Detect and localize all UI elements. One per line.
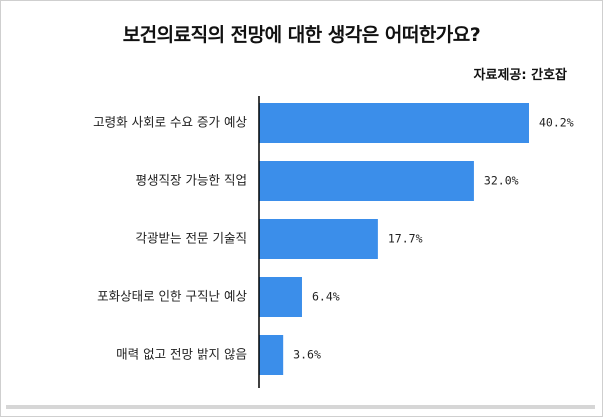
bar-4: [259, 335, 284, 375]
chart-title: 보건의료직의 전망에 대한 생각은 어떠한가요?: [122, 24, 481, 46]
value-label-3: 6.4%: [312, 290, 340, 304]
bar-1: [259, 161, 474, 201]
source-credit: 자료제공: 간호잡: [473, 68, 567, 83]
category-label-2: 각광받는 전문 기술직: [136, 231, 247, 246]
bars-group: 고령화 사회로 수요 증가 예상 40.2% 평생직장 가능한 직업 32.0% 각광받…: [93, 103, 574, 375]
value-label-4: 3.6%: [293, 348, 321, 362]
bar-3: [259, 277, 302, 317]
value-label-0: 40.2%: [539, 116, 574, 130]
bottom-rule: [6, 405, 595, 409]
category-label-4: 매력 없고 전망 밝지 않음: [116, 347, 247, 362]
value-label-1: 32.0%: [484, 174, 519, 188]
category-label-0: 고령화 사회로 수요 증가 예상: [93, 115, 247, 130]
category-label-1: 평생직장 가능한 직업: [136, 173, 247, 188]
category-label-3: 포화상태로 인한 구직난 예상: [97, 289, 247, 304]
bar-2: [259, 219, 378, 259]
value-label-2: 17.7%: [388, 232, 423, 246]
bar-0: [259, 103, 529, 143]
